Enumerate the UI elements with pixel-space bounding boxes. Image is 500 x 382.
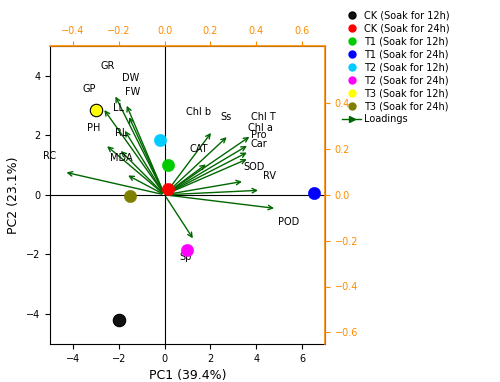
X-axis label: PC1 (39.4%): PC1 (39.4%) [149, 369, 226, 382]
Text: Chl b: Chl b [186, 107, 212, 117]
Text: Pro: Pro [251, 130, 266, 140]
Text: Chl a: Chl a [248, 123, 274, 133]
Text: Car: Car [250, 139, 267, 149]
Text: RV: RV [264, 172, 276, 181]
Point [114, 317, 123, 323]
Text: GR: GR [100, 62, 114, 71]
Text: GP: GP [82, 84, 96, 94]
Text: POD: POD [278, 217, 299, 227]
Text: CAT: CAT [190, 144, 208, 154]
Text: RL: RL [115, 128, 127, 138]
Text: MDA: MDA [110, 153, 132, 163]
Text: FW: FW [125, 87, 140, 97]
Point [126, 193, 134, 199]
Text: LL: LL [113, 103, 124, 113]
Legend: CK (Soak for 12h), CK (Soak for 24h), T1 (Soak for 12h), T1 (Soak for 24h), T2 (: CK (Soak for 12h), CK (Soak for 24h), T1… [340, 9, 452, 126]
Text: Sp: Sp [179, 252, 192, 262]
Text: SOD: SOD [244, 162, 264, 172]
Point [92, 107, 100, 113]
Point [156, 137, 164, 143]
Point [184, 247, 192, 253]
Text: DW: DW [122, 73, 139, 83]
Text: PH: PH [87, 123, 100, 133]
Point [164, 186, 172, 192]
Text: RC: RC [44, 151, 57, 161]
Text: Ss: Ss [221, 112, 232, 122]
Point [164, 162, 172, 168]
Point [310, 190, 318, 196]
Y-axis label: PC2 (23.1%): PC2 (23.1%) [8, 156, 20, 233]
Text: Chl T: Chl T [251, 112, 276, 122]
